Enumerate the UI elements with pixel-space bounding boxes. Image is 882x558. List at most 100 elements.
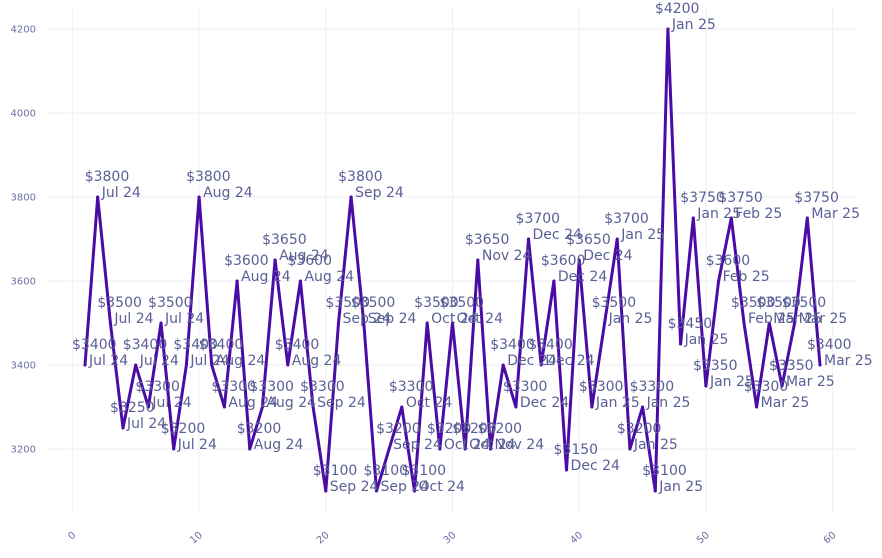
data-label-value: $3650 [465,232,510,248]
data-label-month: Mar 25 [773,311,822,327]
data-label-month: Sep 24 [393,437,442,453]
data-point [146,405,150,409]
data-point [603,321,607,325]
data-point [159,321,163,325]
data-point [184,363,188,367]
data-label-month: Sep 24 [342,311,391,327]
y-tick-label: 3400 [11,361,36,372]
data-point [374,489,378,493]
data-label-value: $3100 [363,463,408,479]
data-label-month: Nov 24 [482,248,532,264]
data-label-value: $3400 [807,337,852,353]
data-label-value: $3500 [731,295,776,311]
data-point [780,384,784,388]
data-point [527,237,531,241]
data-label-month: Dec 24 [545,353,594,369]
data-point [96,195,100,199]
data-point [387,447,391,451]
data-label-value: $3750 [680,190,725,206]
data-label-month: Feb 25 [723,269,770,285]
x-tick-label: 20 [315,530,332,547]
data-label-value: $3500 [325,295,370,311]
data-point [273,258,277,262]
data-label-month: Dec 24 [558,269,607,285]
data-label-month: Aug 24 [304,269,354,285]
data-label-month: Jul 24 [113,311,153,327]
data-label-value: $3500 [440,295,485,311]
data-label-month: Jul 24 [88,353,128,369]
data-label-month: Aug 24 [203,185,253,201]
data-label-value: $3400 [275,337,320,353]
data-label-month: Jan 25 [684,332,729,348]
data-point [615,237,619,241]
data-label-value: $3300 [249,379,294,395]
data-label-value: $3700 [604,211,649,227]
data-label-month: Oct 24 [457,311,504,327]
data-label-value: $3500 [97,295,142,311]
x-tick-label: 50 [695,530,712,547]
data-point [476,258,480,262]
data-label-month: Oct 24 [431,311,478,327]
data-point [425,321,429,325]
data-label-month: Jul 24 [177,437,217,453]
data-point [260,405,264,409]
data-label-value: $3600 [706,253,751,269]
data-point [590,405,594,409]
data-label-value: $3300 [135,379,180,395]
data-label-month: Sep 24 [355,185,404,201]
data-point [501,363,505,367]
data-label-month: Jan 25 [696,206,741,222]
x-tick-label: 30 [442,530,459,547]
data-label-month: Jul 24 [139,353,179,369]
x-tick-label: 0 [66,530,78,543]
data-label-value: $3750 [718,190,763,206]
data-point [83,363,87,367]
data-label-value: $3650 [262,232,307,248]
data-point [539,363,543,367]
data-label-value: $3300 [211,379,256,395]
x-tick-label: 10 [188,530,205,547]
data-label-month: Jan 25 [620,227,665,243]
data-label-month: Mar 25 [824,353,873,369]
series-line-group [83,27,822,493]
data-label-value: $3800 [186,169,231,185]
data-label-month: Jul 24 [189,353,229,369]
data-label-month: Dec 24 [533,227,582,243]
data-label-value: $3500 [756,295,801,311]
data-label-value: $3300 [744,379,789,395]
data-label-month: Nov 24 [495,437,545,453]
data-point [641,405,645,409]
data-label-month: Aug 24 [228,395,278,411]
data-label-value: $3800 [338,169,383,185]
data-label-month: Sep 24 [330,479,379,495]
data-label-value: $3350 [769,358,814,374]
data-label-month: Dec 24 [520,395,569,411]
x-tick-label: 60 [822,530,839,547]
data-label-month: Aug 24 [254,437,304,453]
data-label-month: Mar 25 [786,374,835,390]
data-point [438,447,442,451]
data-label-month: Jul 24 [164,311,204,327]
data-point [717,279,721,283]
data-point [666,27,670,31]
data-label-month: Dec 24 [583,248,632,264]
data-point [172,447,176,451]
data-point [628,447,632,451]
y-tick-label: 4200 [11,25,36,36]
data-label-value: $3750 [794,190,839,206]
data-label-value: $3200 [427,421,472,437]
data-point [121,426,125,430]
data-label-month: Oct 24 [444,437,491,453]
data-label-month: Jan 25 [633,437,678,453]
data-point [489,447,493,451]
data-point [729,216,733,220]
data-label-value: $3500 [351,295,396,311]
data-point [311,405,315,409]
data-point [210,363,214,367]
data-label-value: $3600 [287,253,332,269]
data-point [653,489,657,493]
data-label-month: Feb 25 [748,311,795,327]
data-label-value: $3500 [592,295,637,311]
